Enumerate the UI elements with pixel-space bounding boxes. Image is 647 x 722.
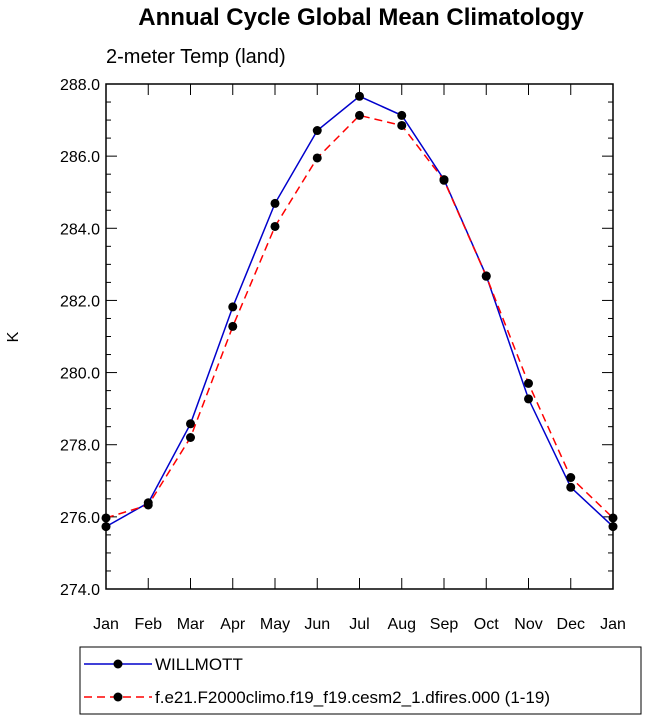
data-point (566, 473, 576, 483)
data-point (566, 482, 576, 492)
chart-subtitle: 2-meter Temp (land) (106, 46, 286, 68)
y-tick-label: 288.0 (60, 77, 100, 94)
x-tick-label: Jan (600, 616, 626, 633)
series-1 (101, 91, 618, 532)
y-tick-label: 282.0 (60, 293, 100, 310)
legend: WILLMOTT f.e21.F2000climo.f19_f19.cesm2_1… (79, 646, 642, 715)
x-tick-label: May (260, 616, 290, 633)
y-tick-labels: 274.0 276.0 278.0 280.0 282.0 284.0 286.0 288.0 (60, 77, 100, 599)
x-tick-label: Apr (220, 616, 246, 633)
y-tick-label: 276.0 (60, 510, 100, 527)
x-tick-label: Mar (177, 616, 205, 633)
series-line (105, 95, 614, 528)
data-point (397, 110, 407, 120)
data-point (186, 419, 195, 429)
y-tick-label: 278.0 (60, 438, 100, 455)
y-tick-label: 284.0 (60, 221, 100, 238)
series-line (105, 114, 614, 519)
data-point (186, 433, 195, 442)
axis-ticks (105, 83, 614, 590)
legend-label: f.e21.F2000climo.f19_f19.cesm2_1.dfires.… (155, 688, 550, 707)
data-point (524, 378, 533, 388)
x-tick-label: Oct (474, 616, 499, 633)
x-tick-label: Dec (557, 616, 585, 633)
x-tick-label: Feb (134, 616, 162, 633)
data-point (270, 221, 280, 231)
data-point (312, 153, 322, 163)
data-point (312, 126, 322, 136)
x-tick-label: Aug (388, 616, 416, 633)
data-point (143, 500, 153, 510)
legend-box (79, 646, 642, 715)
x-tick-label: Jan (93, 616, 119, 633)
data-point (270, 198, 280, 208)
legend-marker (113, 692, 123, 702)
data-point (228, 321, 238, 331)
series-2 (101, 110, 618, 523)
y-tick-label: 274.0 (60, 582, 100, 599)
series-layer (101, 91, 618, 532)
x-tick-labels: Jan Feb Mar Apr May Jun Jul Aug Sep Oct Nov Dec Jan (93, 616, 626, 633)
data-point (228, 302, 238, 312)
x-tick-label: Jun (304, 616, 330, 633)
y-tick-label: 280.0 (60, 366, 100, 383)
data-point (397, 120, 407, 130)
data-point (355, 110, 364, 120)
data-point (439, 175, 449, 185)
plot-frame (105, 83, 614, 590)
legend-label: WILLMOTT (155, 655, 243, 674)
data-point (355, 91, 364, 101)
x-tick-label: Jul (349, 616, 369, 633)
data-point (524, 394, 533, 404)
chart-title: Annual Cycle Global Mean Climatology (138, 4, 584, 31)
legend-marker (113, 659, 123, 669)
x-tick-label: Sep (430, 616, 459, 633)
x-tick-label: Nov (514, 616, 542, 633)
y-tick-label: 286.0 (60, 149, 100, 166)
data-point (481, 271, 491, 281)
y-axis-label: K (5, 331, 22, 342)
